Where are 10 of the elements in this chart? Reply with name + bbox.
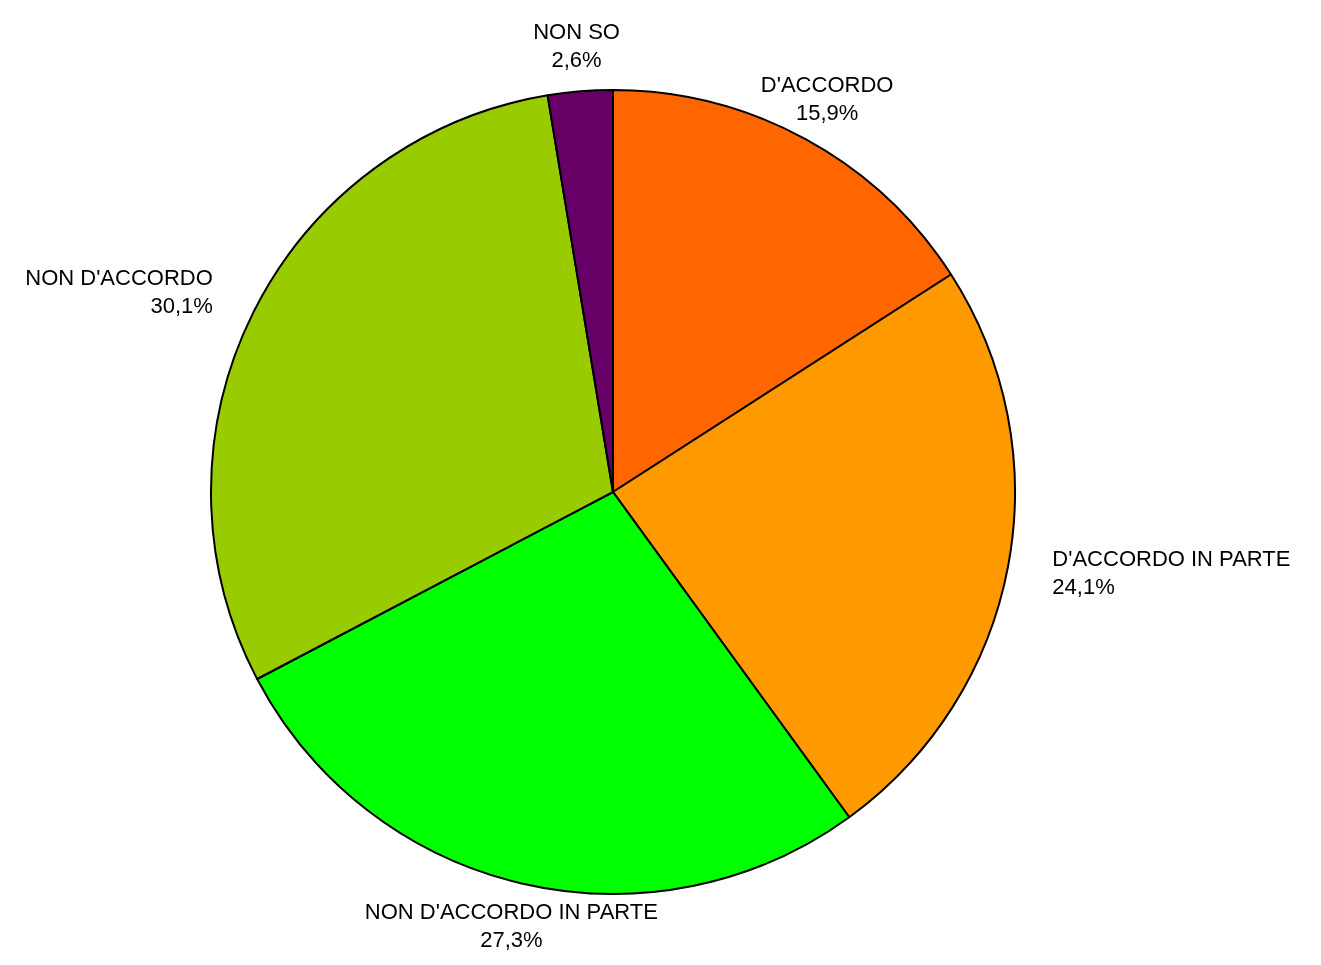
data-label: 2,6%: [551, 46, 602, 72]
data-label: 27,3%: [480, 927, 543, 953]
slice-label: D'ACCORDO: [760, 71, 894, 97]
slice-label: D'ACCORDO IN PARTE: [1052, 546, 1291, 572]
data-label: 24,1%: [1052, 574, 1115, 600]
slice-label: NON D'ACCORDO IN PARTE: [364, 899, 658, 925]
slice-label: NON D'ACCORDO: [25, 264, 213, 290]
data-label: 30,1%: [150, 292, 213, 318]
data-label: 15,9%: [795, 99, 859, 125]
slice-label: NON SO: [533, 18, 620, 44]
